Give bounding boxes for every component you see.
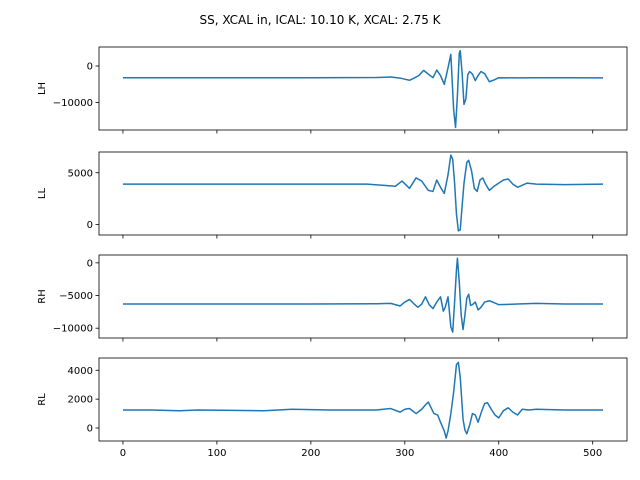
y-tick-label: 4000 xyxy=(68,366,93,377)
y-axis-label: RL xyxy=(37,393,48,406)
x-tick-label: 300 xyxy=(395,448,414,459)
y-tick-label: 5000 xyxy=(68,168,93,179)
y-axis-label: LL xyxy=(37,188,48,200)
y-tick-label: 0 xyxy=(87,220,93,231)
y-tick-label: 0 xyxy=(87,258,93,269)
panels: 0−10000LH50000LL0−5000−10000RH4000200000… xyxy=(37,46,628,459)
chart-title: SS, XCAL in, ICAL: 10.10 K, XCAL: 2.75 K xyxy=(199,13,441,27)
axes-frame xyxy=(98,151,628,236)
series-line-ll xyxy=(122,154,604,232)
series-line-rl xyxy=(122,361,604,439)
axes-frame xyxy=(98,254,628,339)
panel-rh: 0 −5000 −10000 RH xyxy=(37,254,628,342)
y-tick-label: 0 xyxy=(87,62,93,73)
x-tick-label: 100 xyxy=(207,448,226,459)
axes-frame xyxy=(98,46,628,131)
y-tick-label: −10000 xyxy=(53,98,93,109)
y-tick-label: −10000 xyxy=(53,324,93,335)
series-line-lh xyxy=(122,49,604,129)
panel-rl: 4000 2000 0 0 100 200 300 400 500 RL xyxy=(37,357,628,459)
panel-ll: 5000 0 LL xyxy=(37,151,628,239)
x-tick-label: 200 xyxy=(301,448,320,459)
series-line-rh xyxy=(122,257,604,333)
x-tick-label: 400 xyxy=(489,448,508,459)
y-tick-label: −5000 xyxy=(59,291,93,302)
y-tick-label: 0 xyxy=(87,424,93,435)
panel-lh: 0 −10000 LH xyxy=(37,46,628,134)
y-tick-label: 2000 xyxy=(68,395,93,406)
x-tick-label: 0 xyxy=(120,448,126,459)
y-axis-label: RH xyxy=(37,289,48,303)
y-axis-label: LH xyxy=(37,82,48,95)
x-tick-label: 500 xyxy=(583,448,602,459)
axes-frame xyxy=(98,357,628,442)
